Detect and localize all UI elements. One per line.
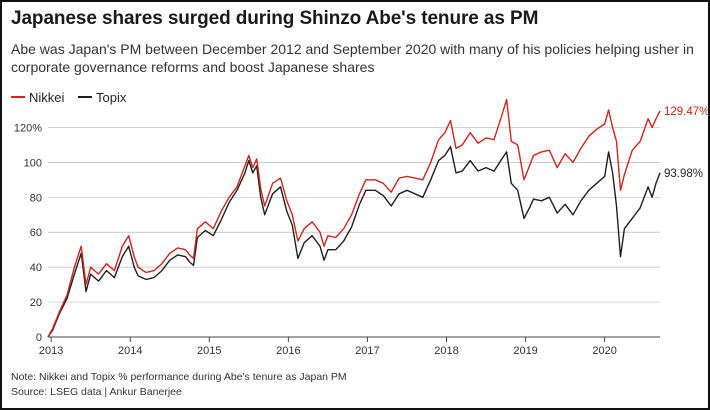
y-tick-label: 20	[30, 297, 42, 309]
y-tick-label: 60	[30, 227, 42, 239]
y-tick-label: 100	[24, 157, 42, 169]
end-labels: 93.98% 129.47%	[664, 106, 708, 180]
y-axis-ticks: 0 20 40 60 80 100 120%	[14, 122, 42, 344]
series-line-topix	[47, 146, 661, 338]
x-tick-label: 2017	[355, 345, 379, 357]
chart-source: Source: LSEG data | Ankur Banerjee	[11, 386, 182, 398]
legend-item-topix: Topix	[78, 90, 126, 105]
chart-title: Japanese shares surged during Shinzo Abe…	[11, 8, 539, 29]
x-tick-label: 2014	[118, 345, 142, 357]
x-tick-label: 2016	[276, 345, 300, 357]
chart-subtitle: Abe was Japan's PM between December 2012…	[11, 41, 694, 75]
chart-note: Note: Nikkei and Topix % performance dur…	[11, 371, 347, 383]
legend-label-topix: Topix	[96, 89, 127, 105]
y-tick-label: 40	[30, 262, 42, 274]
legend: Nikkei Topix	[11, 86, 136, 105]
series-line-nikkei	[47, 98, 661, 338]
legend-label-nikkei: Nikkei	[29, 89, 65, 105]
y-tick-label: 120%	[14, 122, 42, 134]
series-lines	[47, 98, 661, 338]
x-tick-label: 2015	[197, 345, 221, 357]
y-tick-label: 80	[30, 192, 42, 204]
end-label-topix: 93.98%	[664, 168, 703, 180]
y-tick-label: 0	[36, 332, 42, 344]
x-tick-label: 2018	[434, 345, 458, 357]
x-axis-ticks: 2013 2014 2015 2016 2017 2018 2019 2020	[39, 337, 617, 357]
legend-item-nikkei: Nikkei	[11, 90, 64, 105]
end-label-nikkei: 129.47%	[664, 106, 708, 118]
x-tick-label: 2013	[39, 345, 63, 357]
x-tick-label: 2020	[592, 345, 616, 357]
legend-swatch-nikkei	[11, 96, 25, 98]
footnote: Note: Nikkei and Topix % performance dur…	[11, 370, 347, 400]
x-tick-label: 2019	[513, 345, 537, 357]
legend-swatch-topix	[78, 96, 93, 98]
gridlines	[48, 127, 660, 338]
